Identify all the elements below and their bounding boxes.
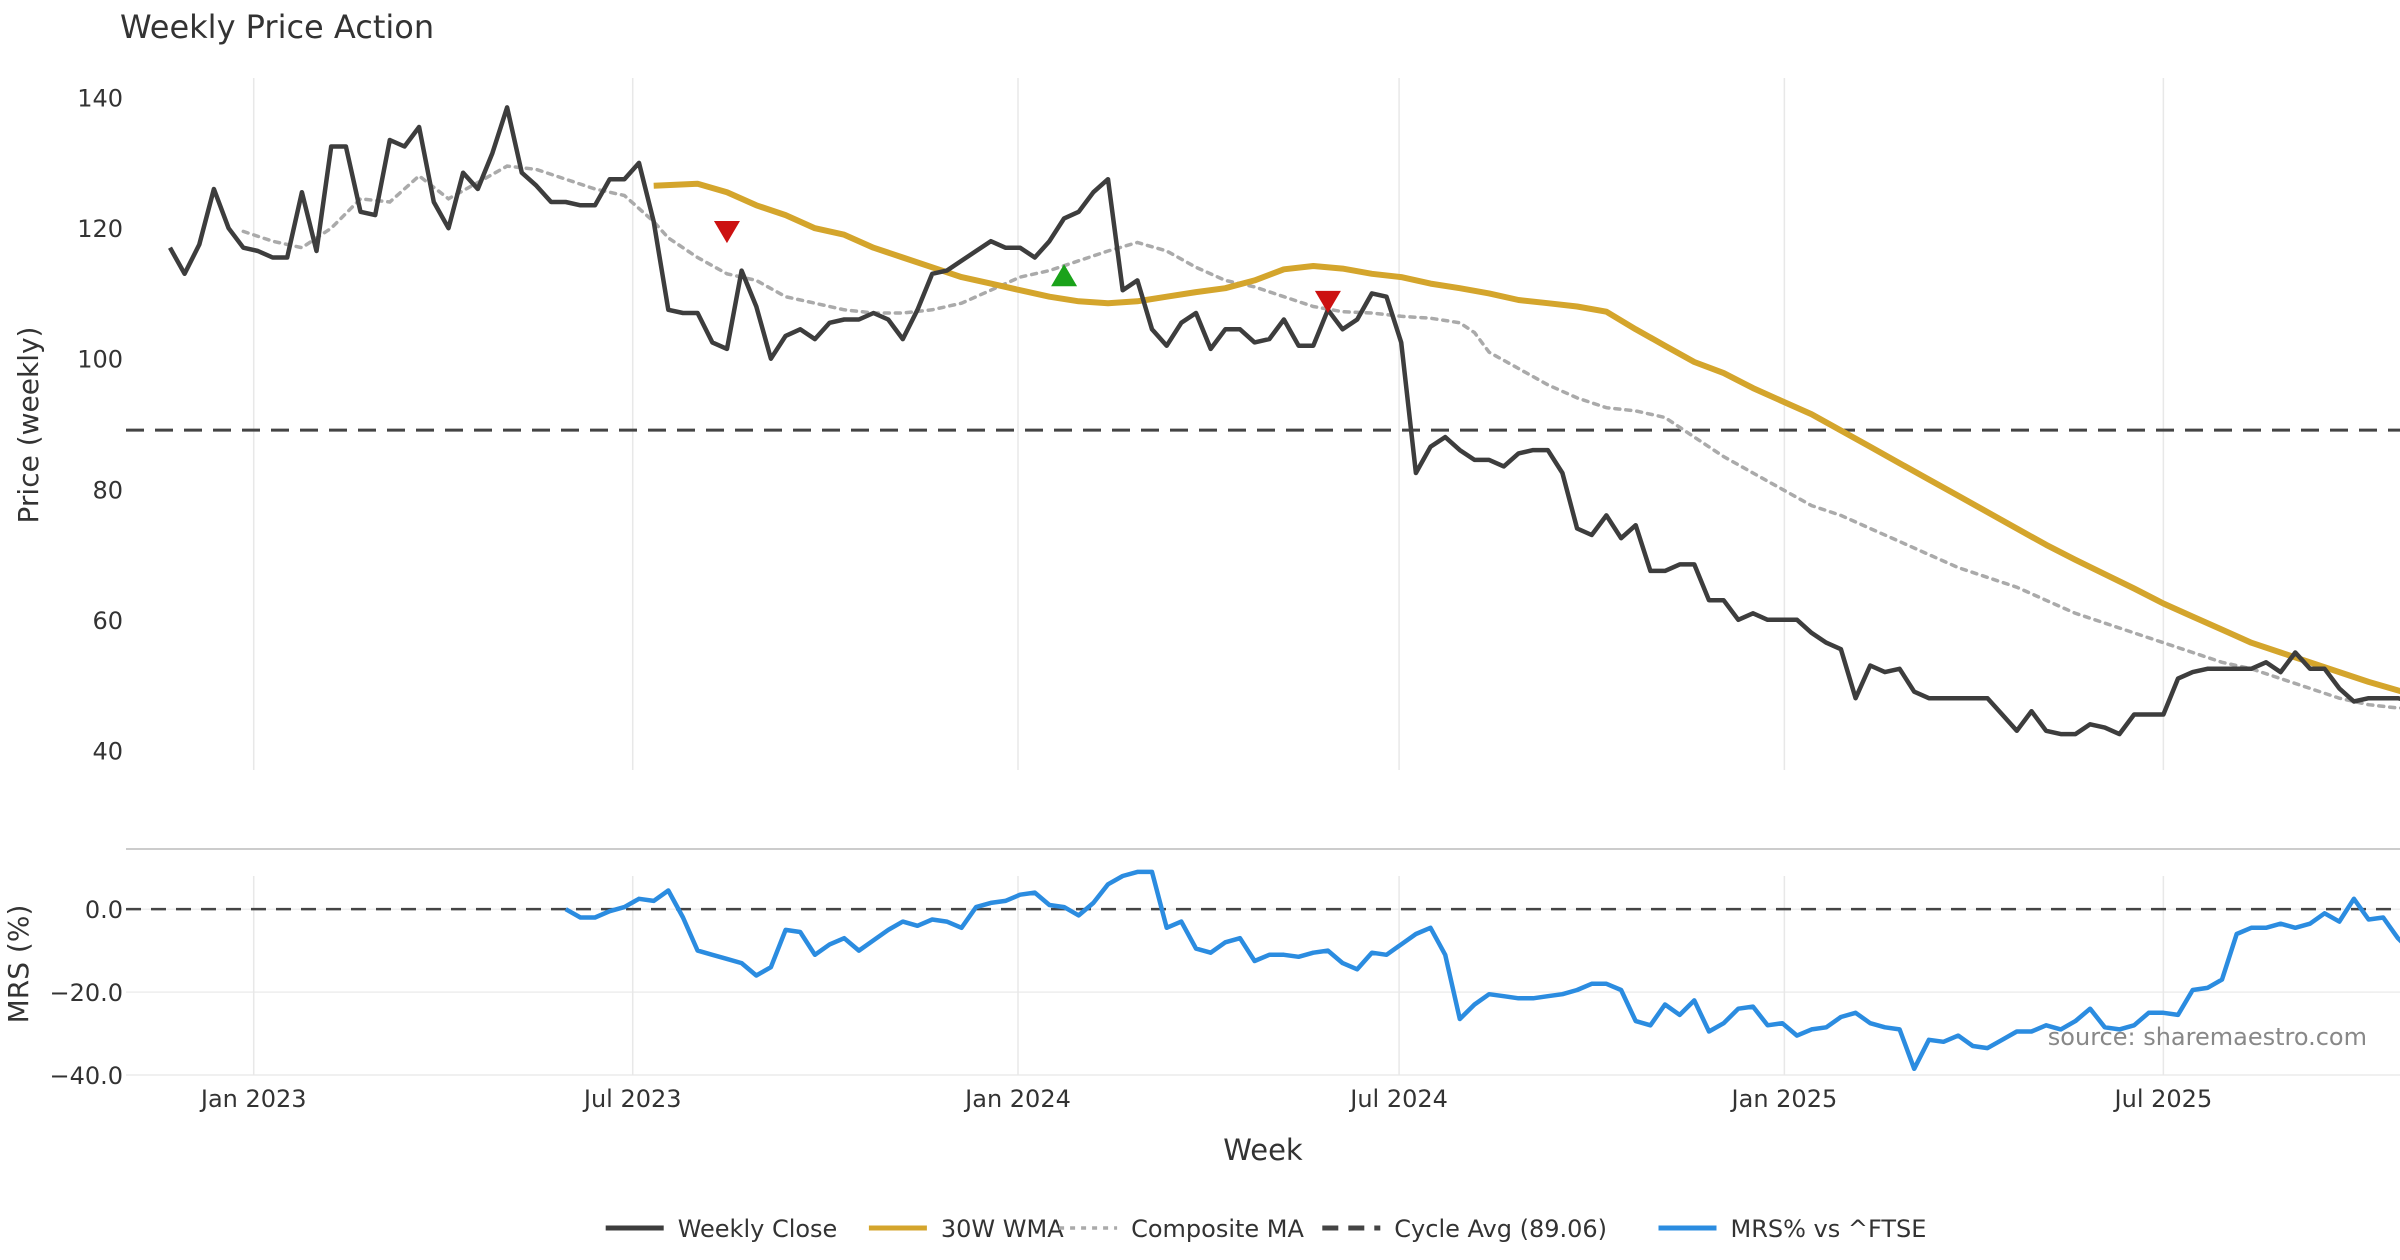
x-tick-label: Jan 2023 bbox=[199, 1085, 307, 1113]
weekly-close-line bbox=[168, 105, 2400, 737]
legend-item-cycle: Cycle Avg (89.06) bbox=[1322, 1215, 1607, 1243]
mrs-axis-label: MRS (%) bbox=[2, 905, 35, 1024]
legend-label: Weekly Close bbox=[678, 1215, 838, 1243]
legend-label: Cycle Avg (89.06) bbox=[1394, 1215, 1607, 1243]
x-tick-label: Jul 2025 bbox=[2113, 1085, 2213, 1113]
price-axis-label: Price (weekly) bbox=[12, 327, 45, 524]
sell-signal-marker bbox=[713, 221, 740, 244]
price-y-tick-label: 120 bbox=[77, 215, 123, 243]
mrs-y-tick-label: −20.0 bbox=[49, 979, 123, 1007]
legend-label: Composite MA bbox=[1131, 1215, 1304, 1243]
x-axis-label: Week bbox=[1223, 1133, 1303, 1167]
price-y-tick-label: 140 bbox=[77, 85, 123, 113]
chart-title: Weekly Price Action bbox=[120, 8, 434, 46]
legend-item-mrs: MRS% vs ^FTSE bbox=[1658, 1215, 1927, 1243]
price-y-axis: 40 60 80 100 120 140 bbox=[77, 85, 123, 766]
legend: Weekly Close 30W WMA Composite MA Cycle Avg… bbox=[605, 1215, 1927, 1243]
legend-item-composite: Composite MA bbox=[1059, 1215, 1305, 1243]
legend-label: 30W WMA bbox=[941, 1215, 1064, 1243]
signal-markers bbox=[713, 221, 1341, 313]
price-y-tick-label: 100 bbox=[77, 346, 123, 374]
sell-signal-marker bbox=[1314, 290, 1341, 313]
mrs-line bbox=[564, 869, 2400, 1072]
price-grid bbox=[252, 78, 2165, 770]
mrs-y-tick-label: 0.0 bbox=[85, 896, 123, 924]
price-y-tick-label: 40 bbox=[92, 737, 123, 765]
x-axis: Jan 2023 Jul 2023 Jan 2024 Jul 2024 Jan 2025… bbox=[199, 1085, 2212, 1113]
x-tick-label: Jul 2024 bbox=[1348, 1085, 1448, 1113]
composite-ma-line bbox=[241, 164, 2400, 710]
legend-item-wma: 30W WMA bbox=[868, 1215, 1064, 1243]
legend-item-close: Weekly Close bbox=[605, 1215, 838, 1243]
price-y-tick-label: 60 bbox=[92, 607, 123, 635]
mrs-y-tick-label: −40.0 bbox=[49, 1062, 123, 1090]
buy-signal-marker bbox=[1051, 264, 1078, 287]
price-y-tick-label: 80 bbox=[92, 476, 123, 504]
x-tick-label: Jan 2024 bbox=[963, 1085, 1071, 1113]
legend-label: MRS% vs ^FTSE bbox=[1731, 1215, 1927, 1243]
x-tick-label: Jan 2025 bbox=[1730, 1085, 1838, 1113]
x-tick-label: Jul 2023 bbox=[582, 1085, 682, 1113]
wma-30w-line bbox=[653, 180, 2400, 695]
source-note: source: sharemaestro.com bbox=[2048, 1023, 2367, 1051]
mrs-y-axis: 0.0 −20.0 −40.0 bbox=[49, 896, 123, 1090]
